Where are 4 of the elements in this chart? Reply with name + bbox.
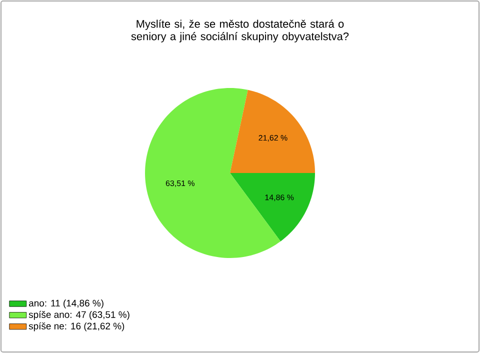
- legend-label: ano: 11 (14,86 %): [29, 300, 104, 308]
- legend-label: spíše ano: 47 (63,51 %): [28, 310, 130, 320]
- legend-label: spíše ne: 16 (21,62 %): [28, 322, 124, 332]
- chart-title: Myslíte si, že se město dostatečně stará o seniory a jiné sociální skupiny obyvatelstva?: [131, 20, 349, 42]
